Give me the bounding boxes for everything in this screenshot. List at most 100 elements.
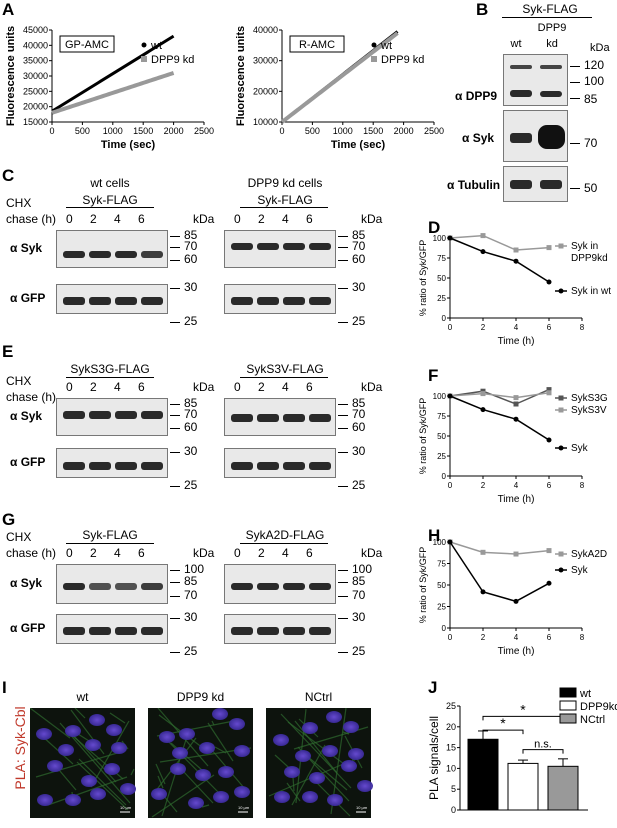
band [89,411,111,419]
marker-b-100: 100 [584,74,605,88]
xtick-label: 1000 [103,126,123,136]
time-label: 4 [282,546,289,560]
band [309,297,331,305]
marker-label: 70 [352,588,366,602]
microscopy-images: 10 µm 10 µm 10 µm [30,708,373,818]
band [283,462,305,470]
time-label: 6 [138,212,145,226]
time-label: 0 [234,212,241,226]
sig-bracket-wt-kd [482,729,524,735]
band [89,297,111,305]
legend-label: DPP9kd [580,701,617,713]
time-label: 6 [306,212,313,226]
marker-tick [338,652,348,653]
actin-fiber [207,722,234,762]
nucleus [36,728,52,740]
band [141,627,163,635]
nucleus [47,760,63,772]
legend-label: NCtrl [580,714,605,726]
series-line [449,392,550,399]
marker-tick [170,582,180,583]
ytick-label: 35000 [23,56,48,66]
band [309,583,331,590]
xtick-label: 6 [547,323,552,332]
actin-fiber [74,708,86,719]
band [283,243,305,250]
nucleus [234,786,250,798]
nucleus [302,722,318,734]
blot-gfp [56,448,168,478]
kda-label: kDa [361,380,383,394]
marker-tick [338,428,348,429]
legend-label: wt [380,40,392,52]
actin-fiber [109,712,126,724]
ylabel: Fluorescence units [235,26,247,126]
title-box [59,35,115,53]
blot-syk [224,564,336,604]
ytick-label: 100 [433,392,447,401]
actin-fiber [201,804,210,808]
nucleus [58,744,74,756]
band [231,462,253,470]
band [283,297,305,305]
marker-label: 85 [184,396,198,410]
band [231,243,253,250]
ytick-label: 50 [437,432,446,441]
blot-gfp [224,448,336,478]
time-label: 2 [90,546,97,560]
legend-marker [141,42,147,48]
marker-label: 25 [184,644,198,658]
ytick-label: 30000 [253,56,278,66]
marker-label: 70 [184,588,198,602]
ytick-label: 15 [446,743,456,753]
data-point [513,551,519,557]
nucleus [273,734,289,746]
c-left-sub: Syk-FLAG [82,193,138,207]
data-point [447,235,453,241]
actin-fiber [130,768,135,776]
nucleus [234,745,250,757]
xtick-label: 1500 [363,126,383,136]
ytick-label: 40000 [253,25,278,35]
xtick-label: 2 [481,633,486,642]
xtick-label: 8 [580,481,585,490]
series-line [449,237,550,283]
xtick-label: 6 [547,481,552,490]
ytick-label: 75 [437,412,446,421]
legend-swatch [559,700,577,711]
marker-label: 25 [352,478,366,492]
c-left-top: wt cells [90,176,130,190]
xtick-label: 4 [514,481,519,490]
nucleus [151,788,167,800]
actin-fiber [78,758,127,806]
nucleus [357,780,373,792]
legend-label: SykS3G [571,393,608,404]
xlabel: Time (sec) [331,139,386,151]
data-point [447,539,453,545]
panel-letter-h: H [428,526,441,545]
row-label-gfp: α GFP [10,455,46,469]
xtick-label: 2 [481,323,486,332]
actin-fiber [268,761,349,797]
blot-b-tubulin [503,166,568,202]
row-label-syk: α Syk [10,241,43,255]
actin-fiber [280,713,352,789]
legend-swatch [559,687,577,698]
actin-fiber [30,708,71,739]
legend-label: DPP9 kd [381,54,424,66]
ytick-label: 0 [442,314,447,323]
scale-text: 10 µm [356,805,368,810]
e-chx: CHX [6,374,32,388]
band [115,411,137,419]
xtick-label: 500 [75,126,90,136]
marker-label: 85 [352,396,366,410]
xlabel: Time (h) [498,646,535,657]
band [89,627,111,635]
time-label: 4 [282,212,289,226]
legend-marker [558,395,564,401]
legend-label: SykA2D [571,549,607,560]
ytick-label: 20 [446,722,456,732]
panel-letter-j: J [428,678,438,697]
chart-title: GP-AMC [65,39,109,51]
